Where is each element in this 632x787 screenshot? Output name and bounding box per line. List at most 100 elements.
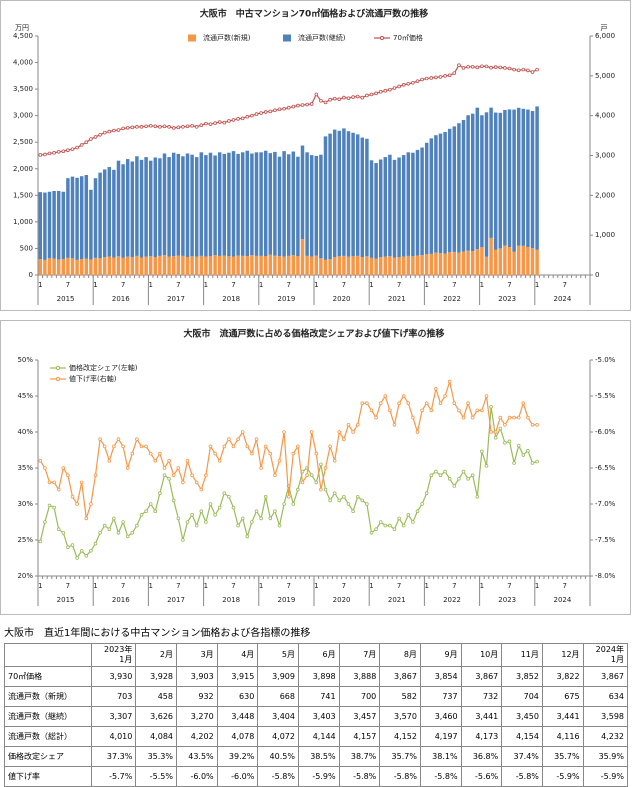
point [208,444,213,449]
bar [291,255,296,275]
point [217,505,222,510]
bar [388,256,392,275]
bar [411,256,415,275]
point [314,480,319,485]
point [516,415,521,420]
x-tick-label: 1 [314,582,318,590]
x-tick-label: 7 [231,582,235,590]
bar [369,160,374,258]
point [447,379,452,384]
point [277,107,282,112]
point [516,68,521,73]
point [222,444,227,449]
point [351,430,355,434]
bar [378,257,383,275]
table-cell: 741 [297,686,340,707]
point [493,435,498,440]
point [470,415,475,420]
point [466,401,470,405]
point [420,408,424,413]
bar [116,256,121,275]
point [530,461,535,465]
bar [498,248,503,275]
point [236,523,240,528]
x-tick-label: 1 [93,281,97,289]
point [204,473,208,478]
bar [61,191,66,260]
point [447,73,452,78]
point [70,495,75,499]
y2-tick-label: 6,000 [595,32,615,40]
bar [130,257,135,275]
point [535,459,539,464]
point [208,502,213,506]
bar [383,157,388,257]
point [84,140,89,145]
table-cell: 582 [379,686,421,707]
bar [227,152,231,257]
bar [47,258,52,275]
legend-label: 流通戸数(新規) [203,33,251,42]
bar [319,154,323,259]
point [213,451,217,456]
table-cell: 458 [135,686,177,707]
point [328,498,332,503]
x-tick-label: 7 [176,281,180,289]
point [507,439,512,444]
y-tick-label: 25% [17,536,33,544]
point [121,444,125,449]
y-tick-label: 4,000 [13,59,33,67]
point [148,123,153,128]
point [181,125,185,129]
point [447,477,452,481]
point [346,96,351,100]
point [121,126,125,131]
point [259,466,263,470]
bar [470,251,475,275]
header-cell: 2月 [135,643,177,667]
point [401,523,406,528]
bar [259,255,263,275]
row-label: 流通戸数（継続） [4,706,92,727]
point [171,126,176,130]
x-tick-label: 1 [424,582,428,590]
point [397,84,401,89]
bar [171,152,176,257]
table-cell: -5.8% [379,766,421,787]
year-label: 2019 [277,596,295,604]
point [378,89,383,94]
point [254,437,259,441]
bar [217,152,222,256]
header-cell: 6月 [297,643,340,667]
point [424,401,429,405]
bar [470,113,475,252]
x-tick-label: 7 [286,281,290,289]
point [130,451,135,456]
point [429,76,434,80]
point [470,65,475,69]
bar [43,192,47,260]
point [309,102,314,106]
point [323,466,328,470]
bar [305,152,309,256]
bar [475,107,480,250]
point [158,451,162,456]
point [213,513,217,517]
bar [351,132,355,257]
point [503,423,507,427]
table-cell: 35.3% [135,746,177,767]
header-month: 8月 [403,650,417,659]
bar [254,152,259,256]
bar [144,256,148,275]
table-cell: 38.7% [338,746,381,767]
x-tick-label: 1 [314,281,318,289]
bar [75,259,79,275]
point [360,401,365,405]
bar [300,145,305,240]
y2-tick-label: 4,000 [595,112,615,120]
bar [240,255,245,275]
bar [98,172,102,259]
year-label: 2022 [443,295,461,303]
bar [452,251,457,275]
year-label: 2024 [553,295,571,303]
